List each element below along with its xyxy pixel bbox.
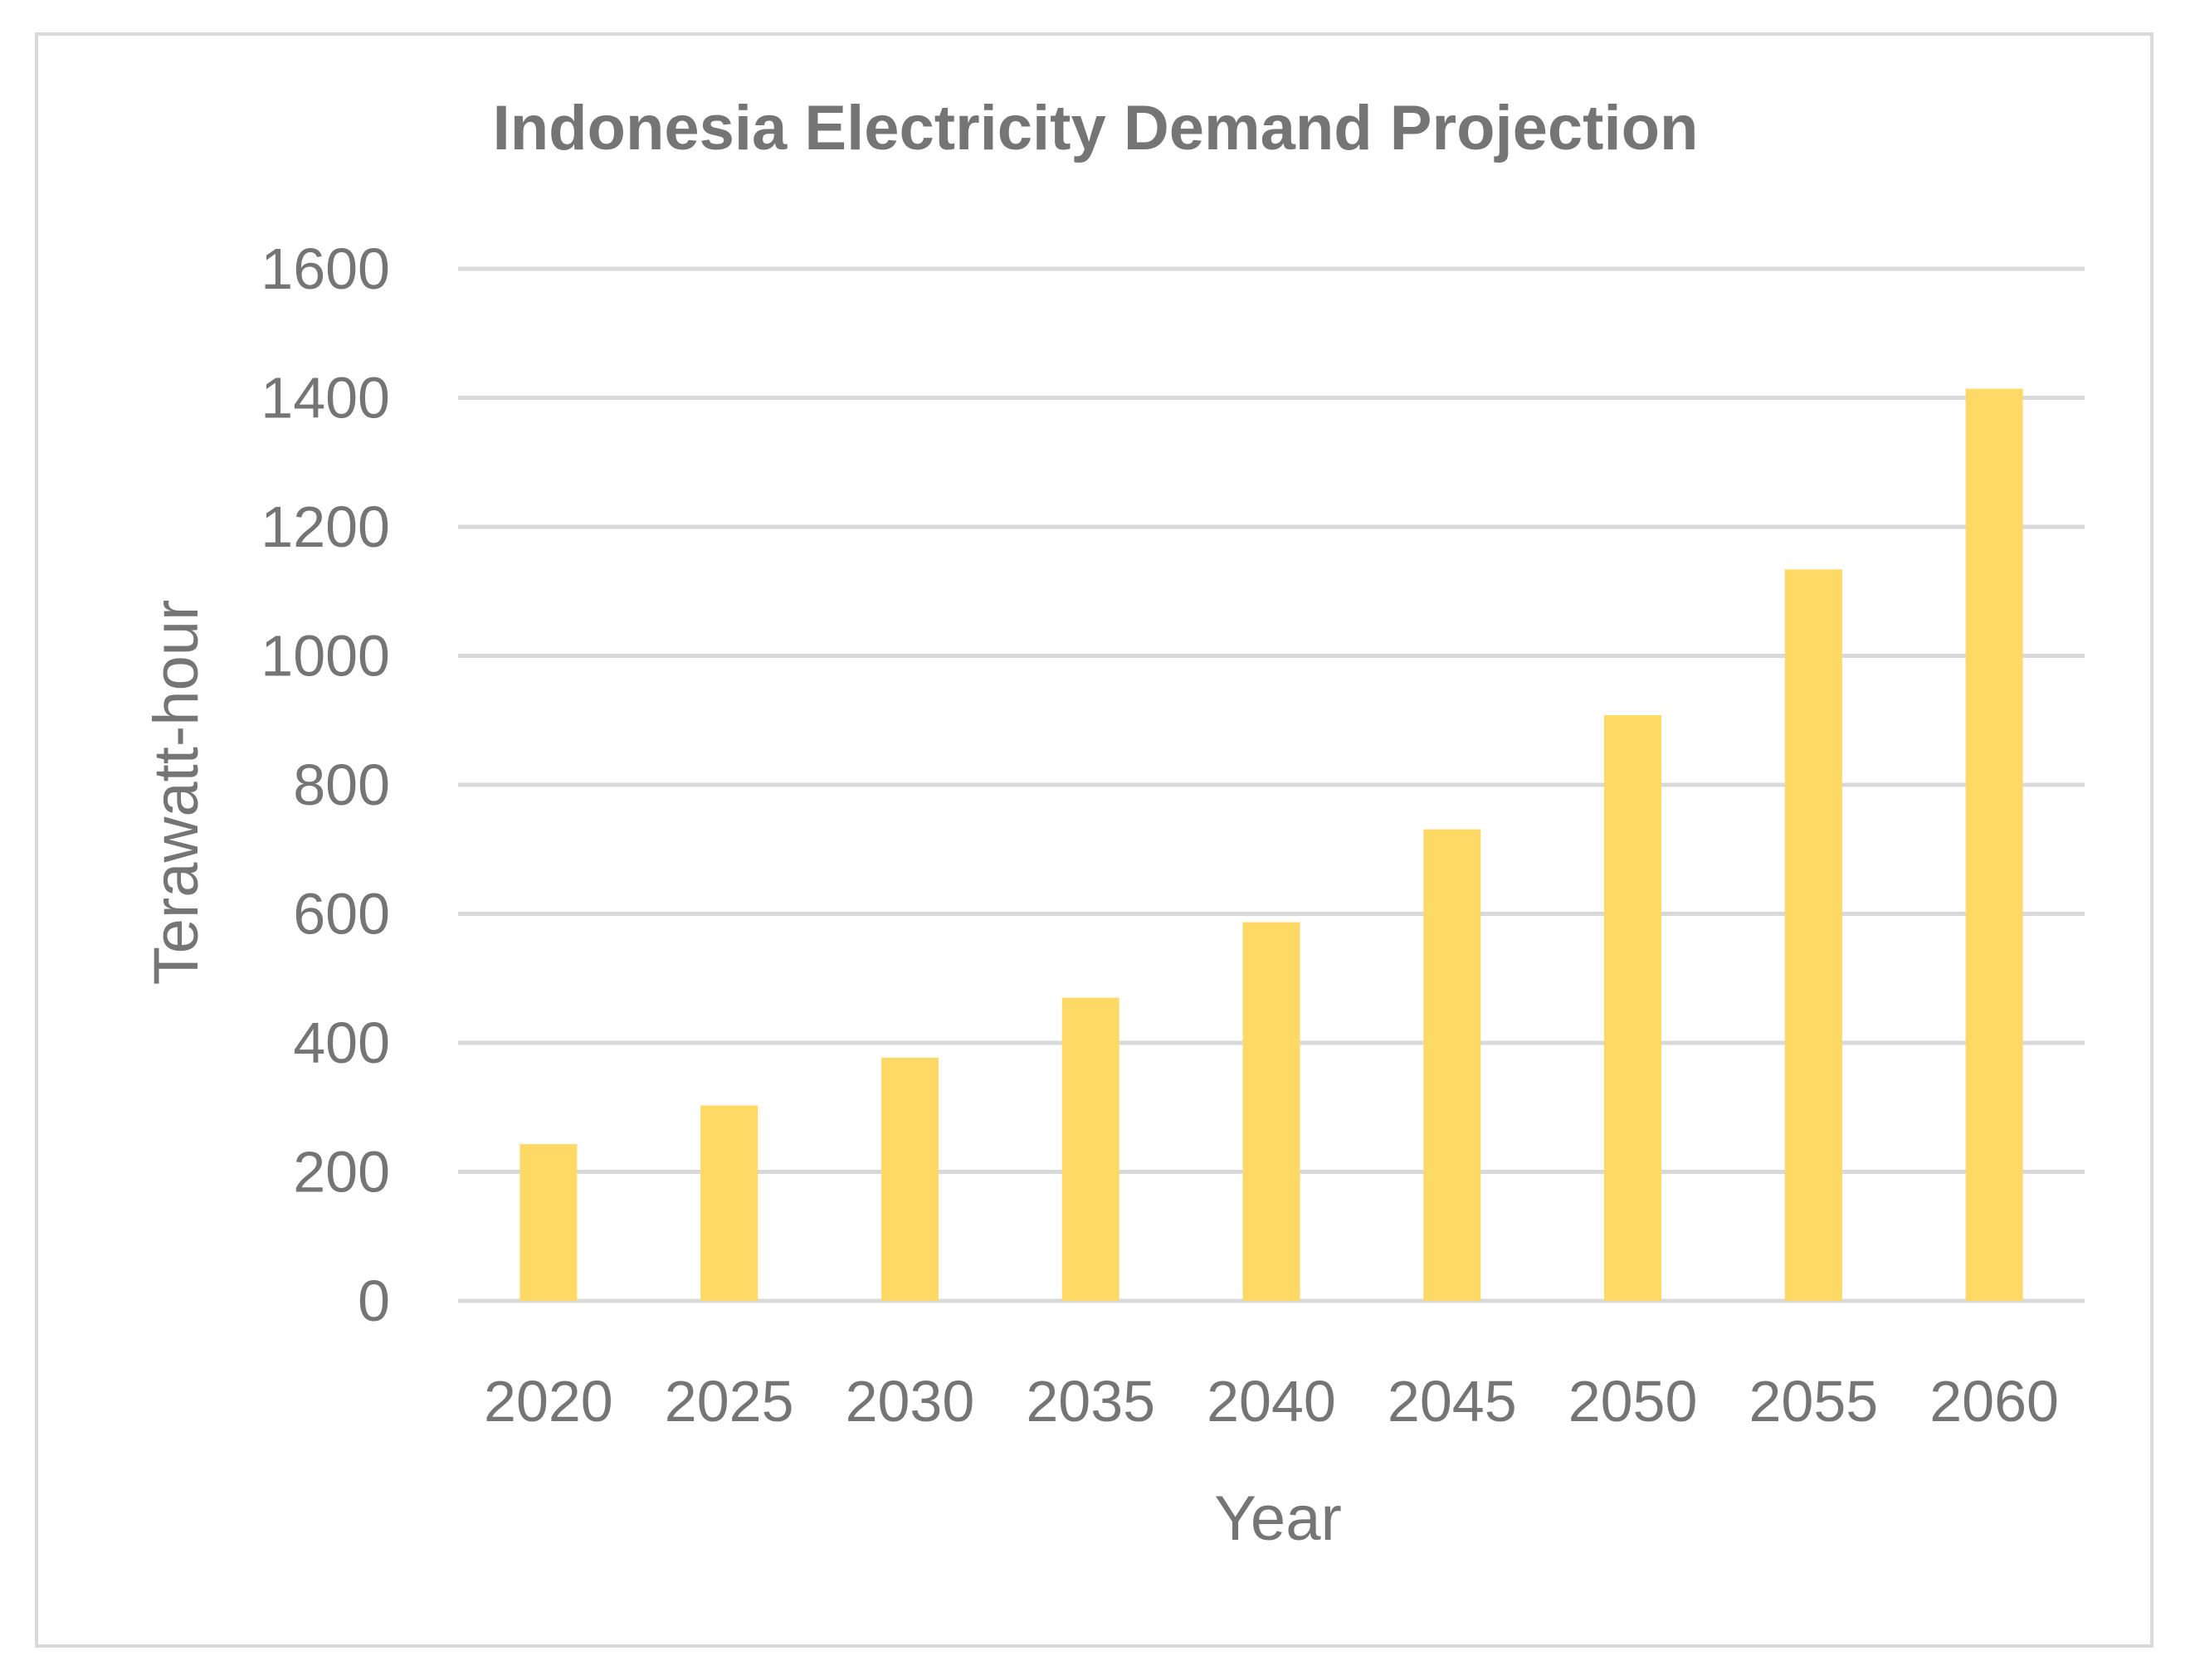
bar-2025 (700, 1105, 758, 1301)
x-tick-label: 2050 (1568, 1369, 1698, 1434)
y-tick-label: 1000 (261, 624, 390, 689)
y-tick-label: 0 (358, 1269, 390, 1333)
bar-2030 (880, 1057, 939, 1301)
bar-2050 (1604, 715, 1662, 1301)
x-axis-ticks: 2020 2025 2030 2035 2040 2045 2050 2055 2060 (484, 1369, 2059, 1434)
x-tick-label: 2060 (1929, 1369, 2059, 1434)
y-axis-label: Terawatt-hour (141, 600, 212, 986)
x-tick-label: 2040 (1207, 1369, 1336, 1434)
bar-2060 (1965, 388, 2023, 1301)
y-tick-label: 200 (293, 1140, 390, 1205)
y-tick-label: 600 (293, 882, 390, 947)
bar-2055 (1784, 569, 1842, 1301)
bar-2040 (1242, 922, 1300, 1301)
y-tick-label: 1600 (261, 236, 390, 301)
x-tick-label: 2055 (1749, 1369, 1878, 1434)
x-axis-label: Year (1214, 1483, 1342, 1554)
x-tick-label: 2030 (846, 1369, 975, 1434)
bar-2045 (1423, 829, 1481, 1301)
bar-2035 (1061, 997, 1119, 1301)
y-tick-label: 800 (293, 752, 390, 817)
bars (519, 388, 2023, 1301)
x-tick-label: 2025 (665, 1369, 794, 1434)
y-tick-label: 1200 (261, 494, 390, 559)
x-tick-label: 2045 (1388, 1369, 1517, 1434)
y-tick-label: 1400 (261, 366, 390, 431)
chart-title: Indonesia Electricity Demand Projection (493, 93, 1699, 163)
x-tick-label: 2035 (1026, 1369, 1155, 1434)
x-tick-label: 2020 (484, 1369, 613, 1434)
y-tick-label: 400 (293, 1010, 390, 1075)
y-axis-ticks: 0 200 400 600 800 1000 1200 1400 1600 (261, 236, 390, 1333)
bar-2020 (519, 1144, 578, 1301)
